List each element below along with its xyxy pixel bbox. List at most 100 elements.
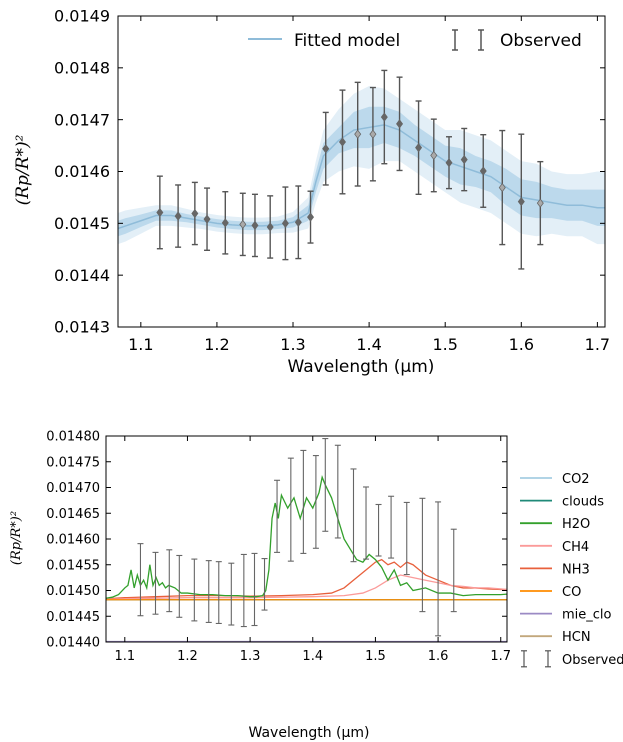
x-tick-label: 1.2	[204, 335, 229, 354]
observed-point	[191, 181, 199, 246]
top-y-axis-label: (Rp/R*)²	[13, 134, 33, 205]
y-tick-label: 0.0146	[54, 162, 110, 181]
observed-errorbar	[435, 501, 442, 637]
observed-errorbar	[287, 457, 294, 562]
observed-point	[174, 184, 182, 248]
legend-label: CO2	[562, 472, 590, 487]
observed-point	[498, 129, 506, 246]
legend-fitted-model-label: Fitted model	[294, 31, 400, 51]
observed-marker	[239, 219, 247, 230]
observed-point	[281, 186, 289, 261]
observed-point	[156, 175, 164, 250]
observed-marker	[430, 150, 438, 161]
observed-marker	[203, 214, 211, 224]
observed-point	[251, 193, 259, 258]
top-chart: 1.1 1.2 1.3 1.4 1.5 1.6 1.7 0.0143 0.0144 0.0145 0…	[13, 7, 610, 377]
x-tick-label: 1.5	[432, 335, 457, 354]
y-tick-label: 0.01480	[46, 430, 100, 445]
observed-errorbar	[419, 497, 426, 613]
observed-errorbar	[300, 449, 307, 554]
bottom-series-lines	[105, 474, 508, 643]
legend-item-hcn: HCN	[520, 630, 591, 645]
observed-errorbar	[322, 438, 329, 532]
observed-errorbar	[261, 558, 268, 611]
observed-errorbar	[240, 553, 247, 628]
top-tick-labels: 1.1 1.2 1.3 1.4 1.5 1.6 1.7 0.0143 0.0144 0.0145 0…	[54, 7, 610, 354]
series-line-ch4	[105, 574, 508, 600]
observed-marker	[460, 154, 468, 165]
y-tick-label: 0.01475	[46, 455, 100, 470]
legend-item-mie_clo: mie_clo	[520, 608, 612, 623]
observed-marker	[294, 217, 302, 227]
y-tick-label: 0.01470	[46, 481, 100, 496]
observed-errorbar	[403, 501, 410, 576]
observed-errorbar	[274, 479, 281, 553]
observed-marker	[156, 207, 164, 218]
bottom-tick-labels: 1.1 1.2 1.3 1.4 1.5 1.6 1.7 0.01440 0.01445 0.014…	[46, 430, 511, 664]
observed-marker	[369, 129, 377, 139]
legend-label: NH3	[562, 562, 590, 577]
observed-errorbar	[312, 455, 319, 549]
observed-marker	[498, 182, 506, 193]
observed-point	[479, 133, 487, 208]
legend-item-ch4: CH4	[520, 540, 589, 555]
x-tick-label: 1.6	[428, 649, 449, 664]
legend-label: HCN	[562, 630, 591, 645]
observed-point	[415, 100, 423, 196]
y-tick-label: 0.0148	[54, 58, 110, 77]
x-tick-label: 1.5	[365, 649, 386, 664]
bottom-axes	[105, 435, 508, 643]
y-tick-label: 0.01460	[46, 533, 100, 548]
observed-marker	[281, 218, 289, 228]
y-tick-label: 0.0143	[54, 318, 110, 337]
y-tick-label: 0.0147	[54, 110, 110, 129]
observed-errorbar	[375, 503, 382, 557]
y-tick-label: 0.0145	[54, 214, 110, 233]
observed-marker	[251, 220, 259, 231]
observed-marker	[307, 212, 315, 222]
observed-marker	[415, 142, 423, 153]
observed-errorbar	[363, 486, 370, 560]
observed-marker	[396, 119, 404, 129]
x-tick-label: 1.4	[302, 649, 323, 664]
observed-marker	[221, 218, 229, 228]
x-tick-label: 1.3	[280, 335, 305, 354]
observed-point	[322, 111, 330, 186]
legend-observed-swatch	[452, 29, 484, 51]
y-tick-label: 0.01455	[46, 558, 100, 573]
observed-marker	[354, 129, 362, 139]
x-tick-label: 1.7	[490, 649, 511, 664]
legend-label: clouds	[562, 495, 604, 510]
observed-marker	[517, 196, 525, 207]
observed-errorbar	[251, 552, 258, 627]
observed-marker	[536, 198, 544, 208]
observed-errorbar	[137, 543, 144, 617]
y-tick-label: 0.0149	[54, 7, 110, 26]
observed-point	[396, 76, 404, 172]
x-tick-label: 1.7	[585, 335, 610, 354]
observed-errorbar	[215, 561, 222, 625]
x-tick-label: 1.4	[356, 335, 381, 354]
legend-label: mie_clo	[562, 608, 612, 623]
observed-point	[354, 81, 362, 187]
legend-label: CO	[562, 585, 581, 600]
observed-errorbar	[176, 554, 183, 618]
legend-item-observed: Observed	[521, 650, 623, 668]
x-tick-label: 1.1	[128, 335, 153, 354]
bottom-observed-errorbars	[137, 438, 457, 637]
legend-item-co2: CO2	[520, 472, 590, 487]
y-tick-label: 0.01445	[46, 610, 100, 625]
y-tick-label: 0.01440	[46, 636, 100, 651]
y-tick-label: 0.01465	[46, 507, 100, 522]
observed-marker	[479, 166, 487, 176]
legend-observed-label: Observed	[500, 31, 582, 51]
x-tick-label: 1.3	[240, 649, 261, 664]
legend-label: H2O	[562, 517, 590, 532]
observed-point	[369, 86, 377, 182]
observed-errorbar	[191, 558, 198, 622]
legend-item-h2o: H2O	[520, 517, 590, 532]
x-tick-label: 1.2	[177, 649, 198, 664]
observed-point	[445, 136, 453, 190]
